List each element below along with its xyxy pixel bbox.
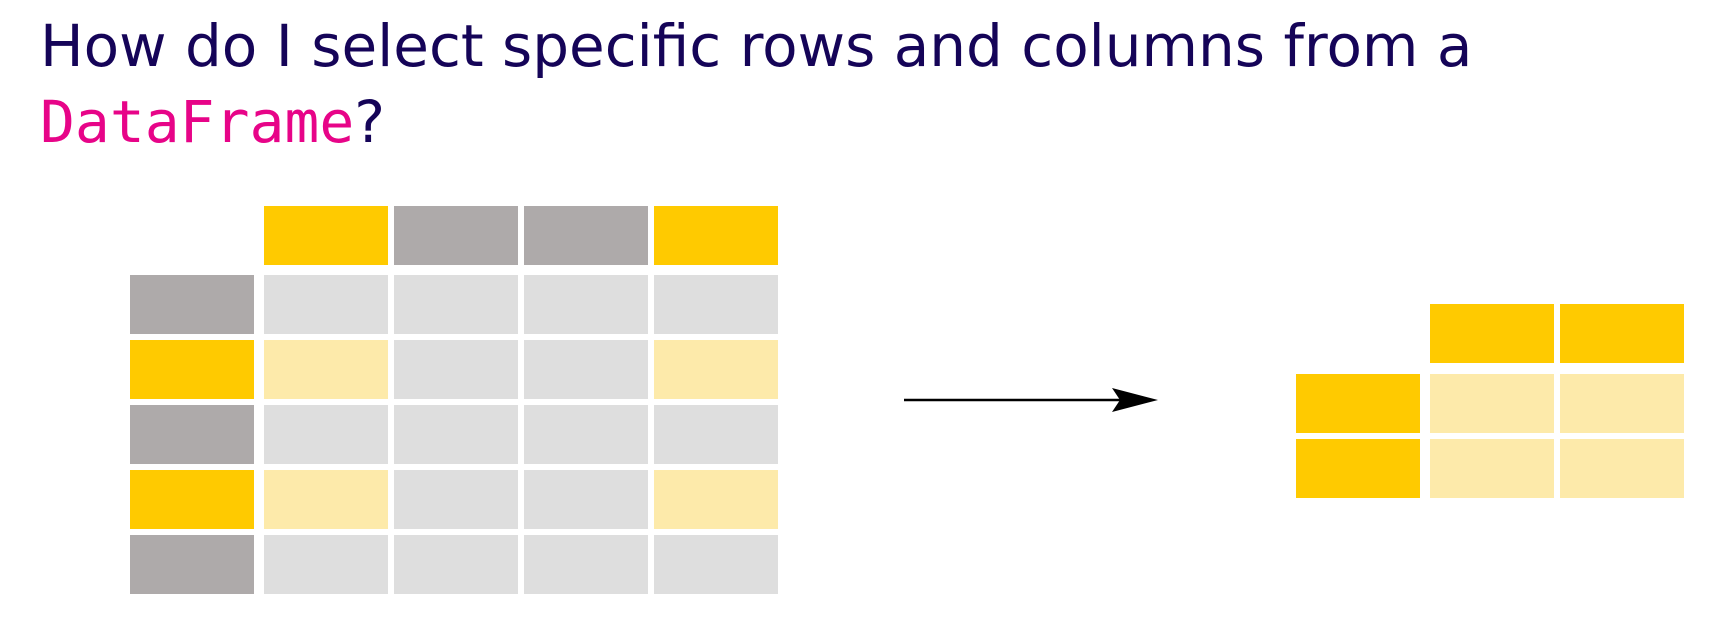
table-cell — [264, 405, 388, 464]
table-cell-selected — [264, 340, 388, 399]
column-header — [394, 206, 518, 265]
result-cell — [1560, 374, 1684, 433]
table-cell-selected — [654, 340, 778, 399]
table-cell — [524, 275, 648, 334]
title-text: How do I select specific rows and column… — [40, 12, 1473, 80]
row-index-selected — [130, 470, 254, 529]
result-cell — [1430, 439, 1554, 498]
result-cell — [1560, 439, 1684, 498]
column-header-selected — [264, 206, 388, 265]
table-cell — [654, 535, 778, 594]
table-cell — [524, 340, 648, 399]
row-index — [130, 275, 254, 334]
result-row-index — [1296, 439, 1420, 498]
table-cell — [394, 405, 518, 464]
result-cell — [1430, 374, 1554, 433]
table-cell — [394, 535, 518, 594]
right-arrow-icon — [904, 388, 1158, 412]
table-cell — [264, 275, 388, 334]
table-cell — [264, 535, 388, 594]
table-cell — [524, 535, 648, 594]
table-cell — [524, 405, 648, 464]
table-cell — [394, 275, 518, 334]
row-index — [130, 405, 254, 464]
table-cell — [654, 405, 778, 464]
row-index-selected — [130, 340, 254, 399]
column-header — [524, 206, 648, 265]
table-cell — [654, 275, 778, 334]
result-column-header — [1560, 304, 1684, 363]
title-suffix: ? — [354, 88, 386, 156]
table-cell-selected — [264, 470, 388, 529]
table-cell — [394, 340, 518, 399]
table-cell — [524, 470, 648, 529]
row-index — [130, 535, 254, 594]
result-column-header — [1430, 304, 1554, 363]
title-code: DataFrame — [40, 88, 355, 156]
column-header-selected — [654, 206, 778, 265]
result-row-index — [1296, 374, 1420, 433]
table-cell — [394, 470, 518, 529]
table-cell-selected — [654, 470, 778, 529]
page-title: How do I select specific rows and column… — [40, 8, 1700, 160]
